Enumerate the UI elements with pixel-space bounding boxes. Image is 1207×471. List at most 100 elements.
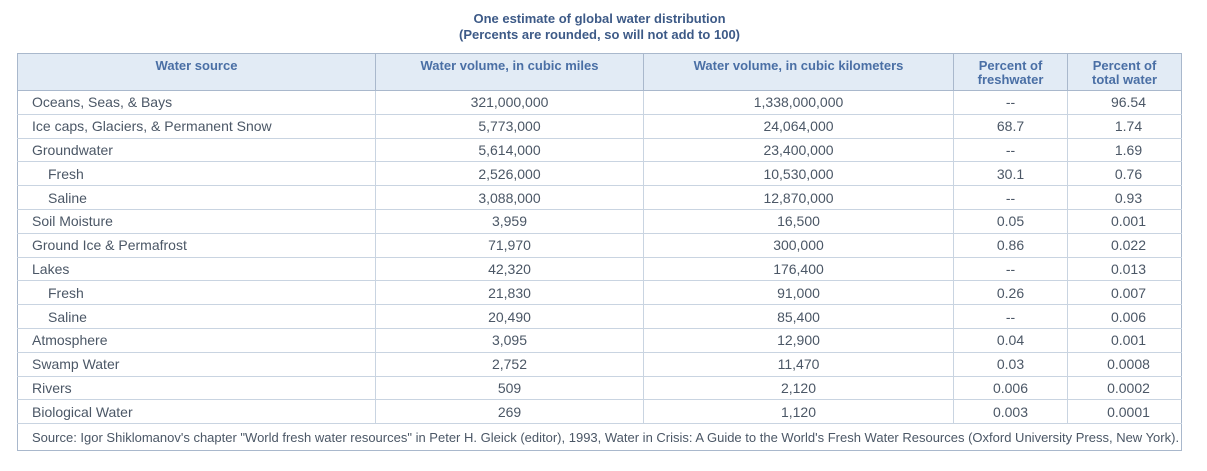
header-percent-freshwater: Percent of freshwater xyxy=(953,53,1068,91)
table-row: Fresh 2,526,000 10,530,000 30.1 0.76 xyxy=(17,161,1182,187)
table-row: Soil Moisture 3,959 16,500 0.05 0.001 xyxy=(17,208,1182,234)
header-percent-total: Percent of total water xyxy=(1067,53,1182,91)
cell-percent-total: 0.76 xyxy=(1067,161,1182,187)
source-note: Source: Igor Shiklomanov's chapter "Worl… xyxy=(17,423,1182,452)
header-row: Water source Water volume, in cubic mile… xyxy=(17,53,1182,91)
table-body: Oceans, Seas, & Bays 321,000,000 1,338,000… xyxy=(17,90,1182,452)
cell-percent-total: 96.54 xyxy=(1067,90,1182,115)
cell-volume-km: 12,870,000 xyxy=(643,185,954,210)
cell-water-source: Groundwater xyxy=(17,137,376,163)
cell-volume-km: 91,000 xyxy=(643,280,954,306)
table-header: Water source Water volume, in cubic mile… xyxy=(17,53,1182,91)
table-row: Oceans, Seas, & Bays 321,000,000 1,338,000… xyxy=(17,90,1182,115)
cell-percent-total: 0.001 xyxy=(1067,208,1182,234)
cell-volume-miles: 269 xyxy=(375,399,644,425)
cell-water-source: Ground Ice & Permafrost xyxy=(17,232,376,258)
cell-percent-freshwater: -- xyxy=(953,256,1068,282)
cell-percent-total: 0.007 xyxy=(1067,280,1182,306)
cell-volume-miles: 71,970 xyxy=(375,232,644,258)
cell-volume-miles: 3,959 xyxy=(375,208,644,234)
table-row: Groundwater 5,614,000 23,400,000 -- 1.69 xyxy=(17,137,1182,163)
cell-percent-freshwater: 0.05 xyxy=(953,208,1068,234)
table-row: Rivers 509 2,120 0.006 0.0002 xyxy=(17,375,1182,401)
cell-volume-miles: 5,614,000 xyxy=(375,137,644,163)
cell-volume-miles: 321,000,000 xyxy=(375,90,644,115)
cell-percent-freshwater: -- xyxy=(953,185,1068,210)
cell-percent-freshwater: -- xyxy=(953,304,1068,329)
cell-percent-total: 0.013 xyxy=(1067,256,1182,282)
cell-percent-total: 1.74 xyxy=(1067,113,1182,139)
cell-volume-km: 11,470 xyxy=(643,351,954,377)
cell-percent-total: 0.0001 xyxy=(1067,399,1182,425)
table-row: Fresh 21,830 91,000 0.26 0.007 xyxy=(17,280,1182,306)
source-note-row: Source: Igor Shiklomanov's chapter "Worl… xyxy=(17,423,1182,452)
cell-volume-miles: 21,830 xyxy=(375,280,644,306)
cell-volume-miles: 3,095 xyxy=(375,327,644,353)
cell-percent-total: 0.001 xyxy=(1067,327,1182,353)
table-row: Saline 3,088,000 12,870,000 -- 0.93 xyxy=(17,185,1182,210)
cell-volume-km: 16,500 xyxy=(643,208,954,234)
water-distribution-table: Water source Water volume, in cubic mile… xyxy=(17,53,1182,452)
cell-volume-km: 24,064,000 xyxy=(643,113,954,139)
cell-percent-freshwater: 30.1 xyxy=(953,161,1068,187)
cell-percent-freshwater: 68.7 xyxy=(953,113,1068,139)
cell-water-source: Oceans, Seas, & Bays xyxy=(17,90,376,115)
header-volume-km: Water volume, in cubic kilometers xyxy=(643,53,954,91)
header-percent-total-text: Percent of total water xyxy=(1091,58,1157,87)
cell-volume-miles: 42,320 xyxy=(375,256,644,282)
cell-volume-km: 1,120 xyxy=(643,399,954,425)
cell-water-source: Swamp Water xyxy=(17,351,376,377)
cell-volume-miles: 509 xyxy=(375,375,644,401)
cell-percent-freshwater: -- xyxy=(953,137,1068,163)
cell-percent-freshwater: 0.86 xyxy=(953,232,1068,258)
cell-water-source: Fresh xyxy=(17,280,376,306)
header-water-source: Water source xyxy=(17,53,376,91)
table-row: Ice caps, Glaciers, & Permanent Snow 5,77… xyxy=(17,113,1182,139)
header-volume-miles: Water volume, in cubic miles xyxy=(375,53,644,91)
cell-percent-total: 0.022 xyxy=(1067,232,1182,258)
cell-volume-km: 23,400,000 xyxy=(643,137,954,163)
cell-volume-km: 1,338,000,000 xyxy=(643,90,954,115)
title-line-2: (Percents are rounded, so will not add t… xyxy=(459,27,740,42)
cell-percent-freshwater: 0.003 xyxy=(953,399,1068,425)
table-title: One estimate of global water distributio… xyxy=(0,11,1199,43)
table-row: Lakes 42,320 176,400 -- 0.013 xyxy=(17,256,1182,282)
cell-water-source: Ice caps, Glaciers, & Permanent Snow xyxy=(17,113,376,139)
table-row: Saline 20,490 85,400 -- 0.006 xyxy=(17,304,1182,329)
cell-water-source: Fresh xyxy=(17,161,376,187)
cell-volume-miles: 20,490 xyxy=(375,304,644,329)
table-row: Ground Ice & Permafrost 71,970 300,000 0.86… xyxy=(17,232,1182,258)
cell-percent-total: 0.0008 xyxy=(1067,351,1182,377)
title-line-1: One estimate of global water distributio… xyxy=(473,11,726,26)
cell-volume-km: 12,900 xyxy=(643,327,954,353)
cell-water-source: Saline xyxy=(17,185,376,210)
cell-percent-total: 0.0002 xyxy=(1067,375,1182,401)
cell-volume-km: 176,400 xyxy=(643,256,954,282)
cell-percent-total: 0.93 xyxy=(1067,185,1182,210)
cell-percent-freshwater: 0.26 xyxy=(953,280,1068,306)
cell-water-source: Biological Water xyxy=(17,399,376,425)
cell-percent-total: 0.006 xyxy=(1067,304,1182,329)
table-row: Biological Water 269 1,120 0.003 0.0001 xyxy=(17,399,1182,425)
cell-percent-total: 1.69 xyxy=(1067,137,1182,163)
table-row: Atmosphere 3,095 12,900 0.04 0.001 xyxy=(17,327,1182,353)
cell-water-source: Saline xyxy=(17,304,376,329)
header-percent-freshwater-text: Percent of freshwater xyxy=(977,58,1044,87)
cell-water-source: Lakes xyxy=(17,256,376,282)
cell-volume-miles: 3,088,000 xyxy=(375,185,644,210)
cell-volume-miles: 2,752 xyxy=(375,351,644,377)
cell-percent-freshwater: 0.03 xyxy=(953,351,1068,377)
cell-water-source: Soil Moisture xyxy=(17,208,376,234)
cell-percent-freshwater: -- xyxy=(953,90,1068,115)
cell-volume-km: 85,400 xyxy=(643,304,954,329)
table-row: Swamp Water 2,752 11,470 0.03 0.0008 xyxy=(17,351,1182,377)
cell-volume-km: 10,530,000 xyxy=(643,161,954,187)
cell-volume-km: 300,000 xyxy=(643,232,954,258)
cell-water-source: Atmosphere xyxy=(17,327,376,353)
cell-volume-miles: 5,773,000 xyxy=(375,113,644,139)
cell-percent-freshwater: 0.04 xyxy=(953,327,1068,353)
cell-volume-km: 2,120 xyxy=(643,375,954,401)
cell-water-source: Rivers xyxy=(17,375,376,401)
cell-volume-miles: 2,526,000 xyxy=(375,161,644,187)
cell-percent-freshwater: 0.006 xyxy=(953,375,1068,401)
